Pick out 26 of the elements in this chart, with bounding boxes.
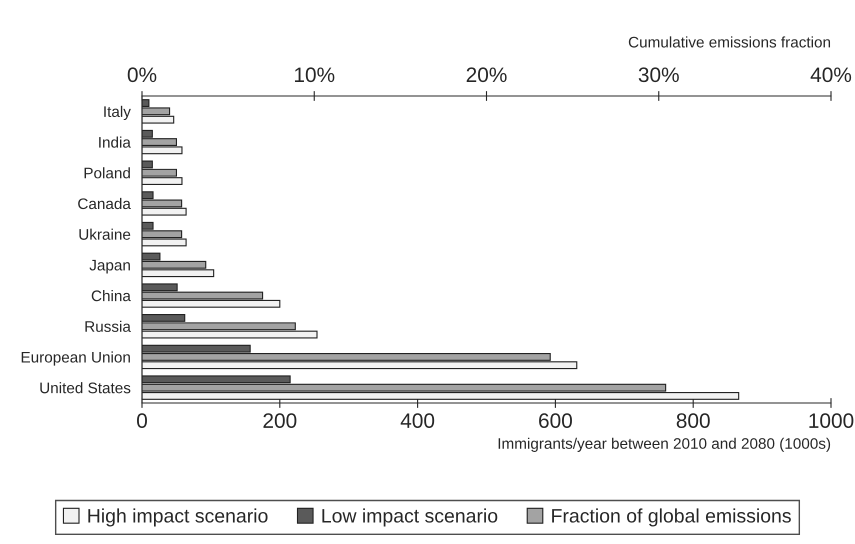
y-tick-label: China	[92, 290, 131, 302]
x2-tick-label: 20%	[466, 67, 507, 82]
y-tick-label: Japan	[90, 260, 130, 274]
y-tick-label: European Union	[22, 351, 130, 366]
x-tick-label: 200	[263, 413, 296, 428]
x-tick-label: 0	[137, 413, 147, 428]
x2-tick-label: 10%	[294, 67, 334, 82]
y-tick-label: Italy	[104, 106, 131, 120]
legend-label: Low impact scenario	[322, 508, 498, 526]
x-axis-title: Immigrants/year between 2010 and 2080 (1000s)	[498, 438, 830, 452]
x-tick-label: 400	[400, 413, 434, 428]
x2-axis-title: Cumulative emissions fraction	[628, 36, 830, 48]
legend-label: Fraction of global emissions	[552, 508, 791, 526]
y-tick-label: Russia	[85, 320, 131, 332]
y-tick-label: Ukraine	[79, 228, 130, 240]
x2-tick-label: 40%	[810, 67, 852, 82]
legend-label: High impact scenario	[88, 508, 268, 526]
x-tick-label: 1000	[809, 413, 854, 428]
y-tick-label: Canada	[78, 198, 131, 210]
x-tick-label: 600	[539, 413, 572, 428]
x2-tick-label: 30%	[638, 67, 679, 82]
y-tick-label: United States	[40, 382, 130, 394]
y-tick-label: India	[99, 136, 131, 148]
x-tick-label: 800	[676, 413, 710, 428]
y-tick-label: Poland	[84, 167, 130, 178]
x2-tick-label: 0%	[128, 67, 156, 82]
